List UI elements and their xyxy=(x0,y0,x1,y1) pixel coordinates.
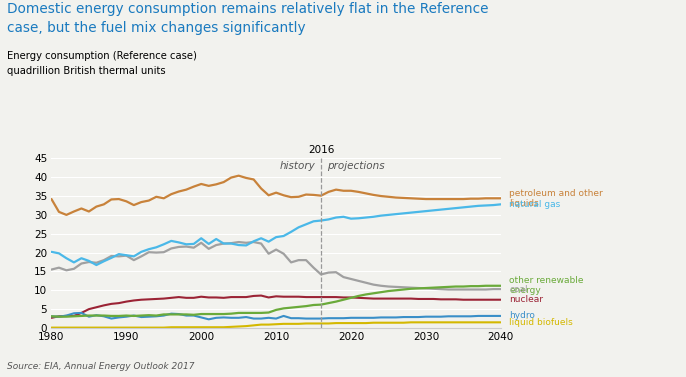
Text: liquid biofuels: liquid biofuels xyxy=(509,318,573,327)
Text: Energy consumption (Reference case): Energy consumption (Reference case) xyxy=(7,51,197,61)
Text: natural gas: natural gas xyxy=(509,200,560,209)
Text: case, but the fuel mix changes significantly: case, but the fuel mix changes significa… xyxy=(7,21,305,35)
Text: history: history xyxy=(279,161,315,171)
Text: Source: EIA, Annual Energy Outlook 2017: Source: EIA, Annual Energy Outlook 2017 xyxy=(7,362,194,371)
Text: quadrillion British thermal units: quadrillion British thermal units xyxy=(7,66,165,76)
Text: nuclear: nuclear xyxy=(509,295,543,304)
Text: Domestic energy consumption remains relatively flat in the Reference: Domestic energy consumption remains rela… xyxy=(7,2,488,16)
Text: projections: projections xyxy=(327,161,385,171)
Text: other renewable
energy: other renewable energy xyxy=(509,276,584,296)
Text: hydro: hydro xyxy=(509,311,535,320)
Text: 2016: 2016 xyxy=(308,145,334,155)
Text: coal: coal xyxy=(509,285,528,294)
Text: petroleum and other
liquids: petroleum and other liquids xyxy=(509,188,603,208)
